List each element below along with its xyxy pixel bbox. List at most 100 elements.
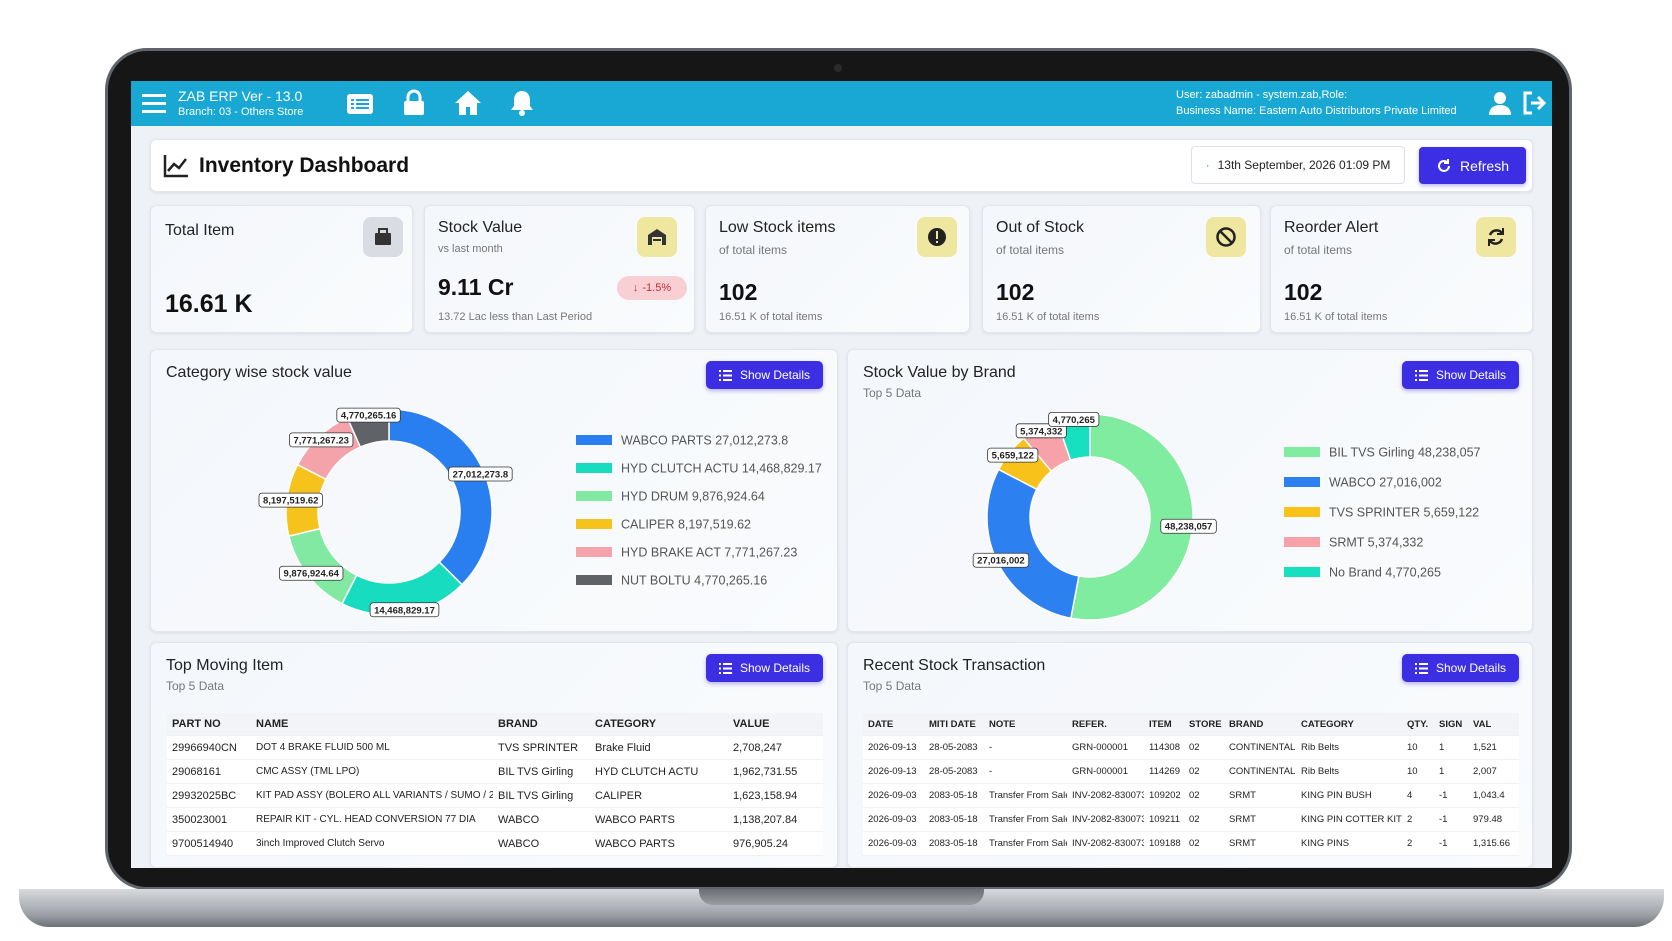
table-cell: 29932025BC	[167, 783, 251, 808]
table-row: 2026-09-13 28-05-2083- GRN-000001 114308 02 C…	[863, 735, 1519, 760]
data-label: 5,374,332	[1015, 423, 1067, 439]
table-cell: 350023001	[167, 807, 251, 832]
table-cell: 114308	[1144, 735, 1184, 760]
show-details-button[interactable]: Show Details	[706, 361, 823, 389]
table-cell: -1	[1434, 831, 1468, 856]
card: Stock Value vs last month 9.11 Cr ↓ -1.5%…	[424, 205, 695, 333]
legend-value: 9,876,924.64	[692, 490, 765, 504]
table-cell: 02	[1184, 807, 1224, 832]
column-header: BRAND	[1224, 713, 1296, 736]
table-row: 350023001 REPAIR KIT - CYL. HEAD CONVERSI…	[167, 807, 823, 832]
show-details-button[interactable]: Show Details	[1402, 654, 1519, 682]
table: PART NO NAME BRAND CATEGORY VALUE 29966940CN D…	[167, 713, 823, 856]
data-label-text: 27,016,002	[977, 556, 1025, 567]
button-label[interactable]: Show Details	[739, 661, 811, 675]
card-value: 102	[996, 279, 1035, 305]
table-cell: 1,138,207.84	[728, 807, 823, 832]
card-icon	[363, 217, 403, 257]
data-label-text: 4,770,265.16	[341, 411, 396, 422]
donut-segment	[388, 408, 493, 586]
table-title: Recent Stock Transaction	[863, 657, 1046, 674]
data-label: 5,659,122	[987, 447, 1039, 463]
legend-name: CALIPER	[621, 518, 675, 532]
table-cell: CMC ASSY (TML LPO)	[251, 759, 493, 784]
button-label[interactable]: Show Details	[1435, 368, 1507, 382]
column-header: STORE	[1184, 713, 1224, 736]
table-cell: 02	[1184, 759, 1224, 784]
table-body: 29966940CN DOT 4 BRAKE FLUID 500 ML TVS SP…	[167, 735, 823, 856]
table-row: 29068161 CMC ASSY (TML LPO) BIL TVS Girlin…	[167, 759, 823, 784]
card-note: 16.51 K of total items	[996, 311, 1100, 323]
home-icon[interactable]	[454, 90, 482, 116]
table-cell: 1,962,731.55	[728, 759, 823, 784]
column-header: VAL	[1468, 713, 1519, 736]
show-details-button[interactable]: Show Details	[706, 654, 823, 682]
column-header: CATEGORY	[1296, 713, 1402, 736]
user-info: User: zabadmin - system.zab,Role:	[1176, 89, 1348, 101]
camera	[834, 64, 842, 72]
table-cell: DOT 4 BRAKE FLUID 500 ML	[251, 735, 493, 760]
table-cell: 02	[1184, 783, 1224, 808]
table-cell: SRMT	[1224, 807, 1296, 832]
lock-icon[interactable]	[401, 89, 427, 117]
legend-name: NUT BOLTU	[621, 574, 691, 588]
legend-value: 4,770,265.16	[694, 574, 767, 588]
table-cell: 2,708,247	[728, 735, 823, 760]
table-cell: 2026-09-03	[863, 807, 924, 832]
legend-value: 7,771,267.23	[724, 546, 797, 560]
legend-name: HYD CLUTCH ACTU	[621, 462, 738, 476]
data-label: 27,012,273.8	[448, 466, 513, 482]
column-header: BRAND	[493, 713, 590, 736]
legend-value: 48,238,057	[1418, 446, 1481, 460]
title-bar: Inventory Dashboard · 13th September, 202…	[150, 139, 1533, 192]
button-label[interactable]: Show Details	[1435, 661, 1507, 675]
card-icon	[1206, 217, 1246, 257]
table-cell: 10	[1402, 735, 1434, 760]
legend-name: HYD DRUM	[621, 490, 688, 504]
table-cell: 1,521	[1468, 735, 1519, 760]
card-title: Stock Value	[438, 219, 523, 236]
table-cell: 3inch Improved Clutch Servo	[251, 831, 493, 856]
legend-entry: HYD BRAKE ACT 7,771,267.23	[621, 546, 797, 560]
data-label: 4,770,265	[1048, 411, 1100, 427]
table-cell: 1,623,158.94	[728, 783, 823, 808]
table-cell: Transfer From Sales	[984, 807, 1067, 832]
button-label[interactable]: Show Details	[739, 368, 811, 382]
table-cell: 2083-05-18	[924, 807, 984, 832]
legend-swatch	[576, 575, 612, 585]
legend-name: SRMT	[1329, 536, 1365, 550]
table-cell: 2026-09-13	[863, 759, 924, 784]
donut-chart: WABCO PARTS 27,012,273.8 HYD CLUTCH ACTU …	[258, 407, 822, 618]
legend-entry: CALIPER 8,197,519.62	[621, 518, 751, 532]
table-row: 9700514940 3inch Improved Clutch Servo WAB…	[167, 831, 823, 856]
laptop-notch	[699, 889, 984, 905]
legend-name: WABCO	[1329, 476, 1376, 490]
column-header: DATE	[863, 713, 924, 736]
menu-icon[interactable]	[142, 92, 168, 114]
show-details-button[interactable]: Show Details	[1402, 361, 1519, 389]
legend-swatch	[1284, 477, 1320, 487]
card-value: 16.61 K	[165, 290, 253, 318]
data-label: 14,468,829.17	[369, 602, 440, 618]
refresh-button[interactable]: Refresh	[1419, 147, 1526, 184]
header-row: DATE MITI DATE NOTE REFER. ITEM STORE BRAND CAT…	[863, 713, 1519, 736]
table-cell: 976,905.24	[728, 831, 823, 856]
table-cell: 109202	[1144, 783, 1184, 808]
card-icon	[917, 217, 957, 257]
list-icon[interactable]	[346, 91, 374, 117]
table-cell: 29068161	[167, 759, 251, 784]
column-header: VALUE	[728, 713, 823, 736]
table-cell: 1	[1434, 735, 1468, 760]
bell-icon[interactable]	[509, 89, 535, 117]
refresh-label[interactable]: Refresh	[1459, 157, 1510, 174]
logout-icon[interactable]	[1521, 90, 1547, 116]
chart-subtitle: Top 5 Data	[863, 386, 922, 400]
card-icon	[1476, 217, 1516, 257]
table-cell: -	[984, 759, 1067, 784]
table-cell: 29966940CN	[167, 735, 251, 760]
legend-entry: NUT BOLTU 4,770,265.16	[621, 574, 767, 588]
legend-swatch	[1284, 507, 1320, 517]
date-box: · 13th September, 2026 01:09 PM	[1191, 146, 1405, 184]
legend-value: 27,016,002	[1379, 476, 1442, 490]
user-icon[interactable]	[1487, 90, 1513, 116]
